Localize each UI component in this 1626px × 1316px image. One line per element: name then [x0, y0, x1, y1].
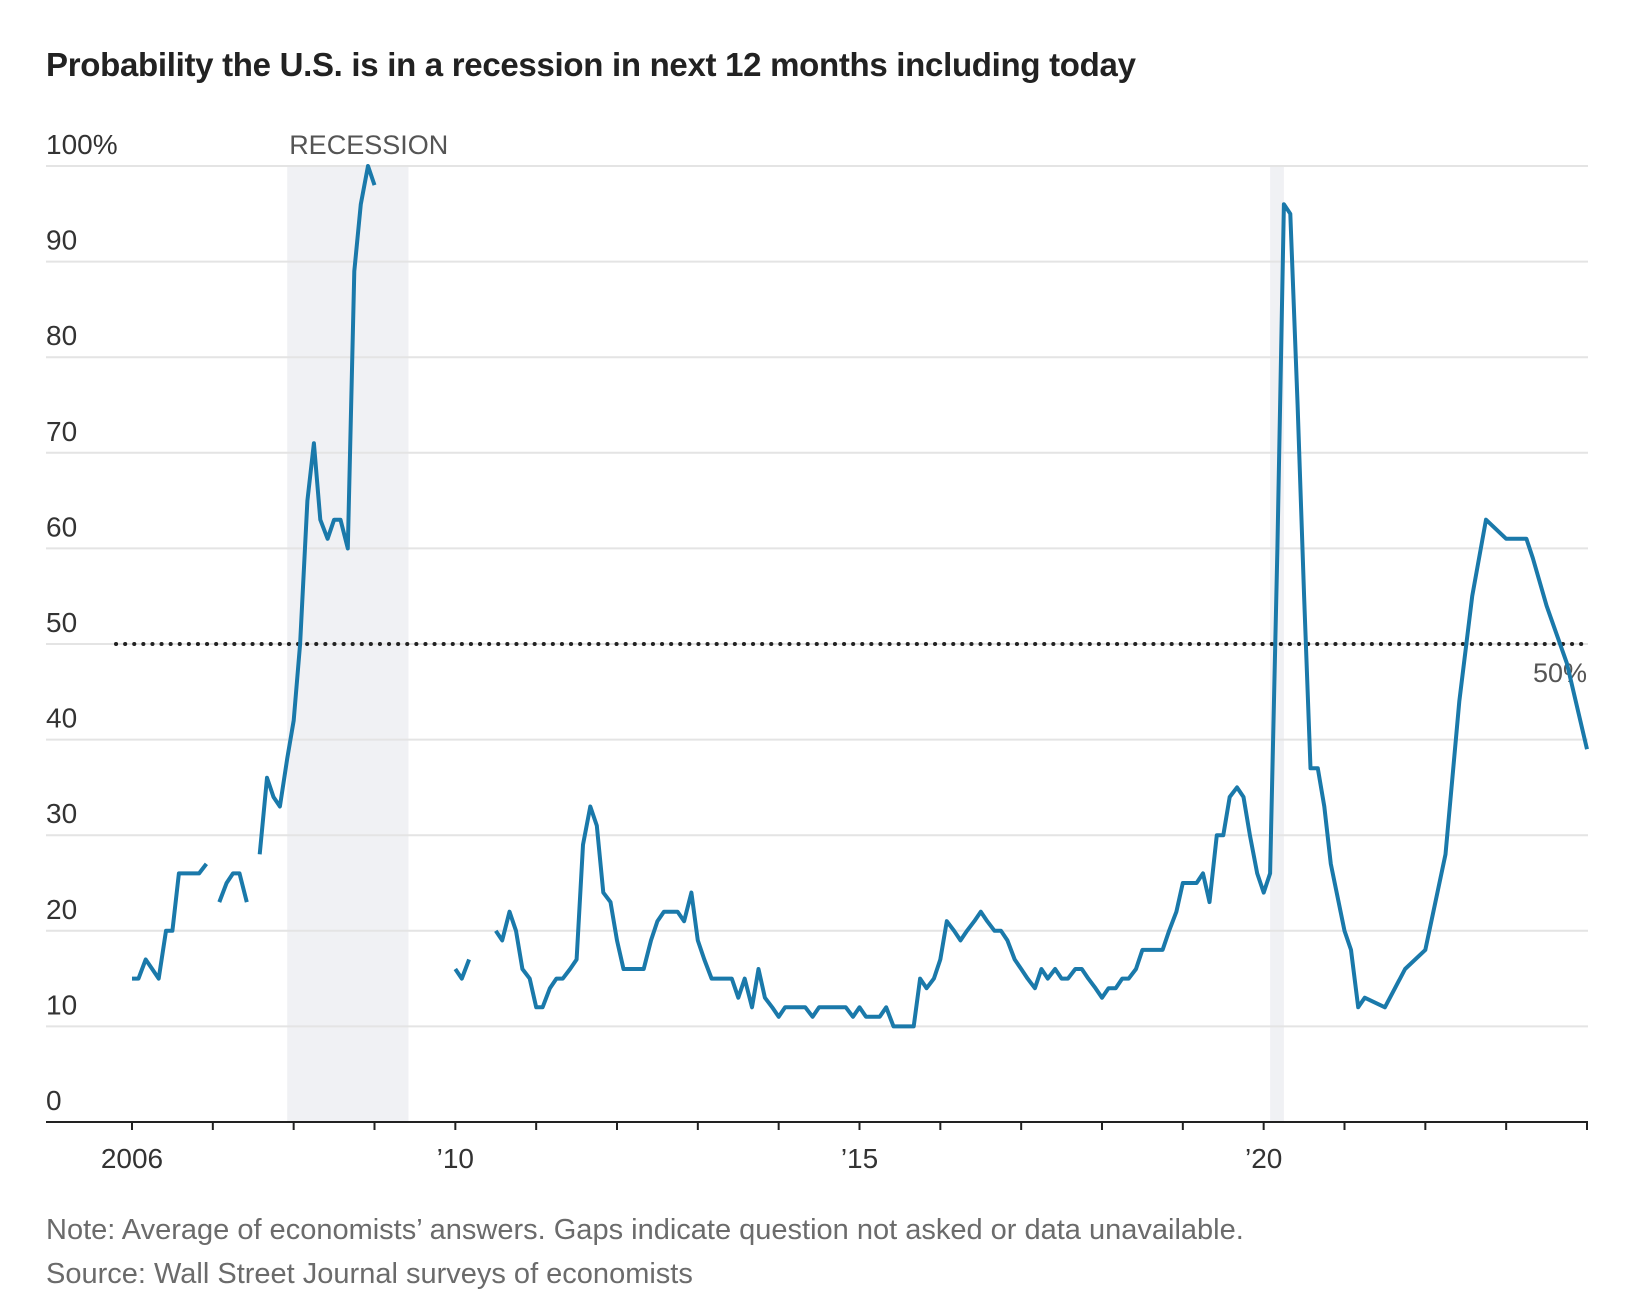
reference-line-label: 50% [1533, 658, 1587, 688]
fifty-percent-reference: 50% [114, 642, 1590, 688]
series-line-segment [132, 862, 208, 981]
chart-notes: Note: Average of economists’ answers. Ga… [46, 1208, 1244, 1296]
chart-title: Probability the U.S. is in a recession i… [46, 46, 1136, 83]
y-tick-label: 90 [46, 225, 77, 256]
source-text: Source: Wall Street Journal surveys of e… [46, 1258, 693, 1290]
y-tick-label: 100% [46, 129, 118, 160]
series-line-segment [453, 958, 471, 981]
y-axis-labels: 0 10 20 30 40 50 60 70 80 90 100% [46, 129, 118, 1116]
y-tick-label: 30 [46, 798, 77, 829]
x-axis: 2006 ’10 ’15 ’20 [46, 1121, 1588, 1174]
y-tick-label: 20 [46, 894, 77, 925]
y-tick-label: 10 [46, 989, 77, 1020]
x-tick-label: ’15 [841, 1143, 878, 1174]
y-tick-label: 50 [46, 607, 77, 638]
y-tick-label: 60 [46, 511, 77, 542]
recession-label: RECESSION [289, 130, 448, 160]
x-tick-label: ’10 [437, 1143, 474, 1174]
y-tick-label: 0 [46, 1085, 62, 1116]
y-tick-label: 80 [46, 320, 77, 351]
series-line-segment [217, 871, 249, 903]
gridlines [46, 165, 1588, 1028]
x-tick-label: 2006 [101, 1143, 163, 1174]
note-text: Note: Average of economists’ answers. Ga… [46, 1214, 1244, 1246]
series-line-segment [257, 164, 377, 855]
y-tick-label: 40 [46, 703, 77, 734]
probability-series [132, 164, 1589, 1029]
y-tick-label: 70 [46, 416, 77, 447]
series-line-segment [494, 202, 1589, 1029]
x-tick-label: ’20 [1245, 1143, 1282, 1174]
